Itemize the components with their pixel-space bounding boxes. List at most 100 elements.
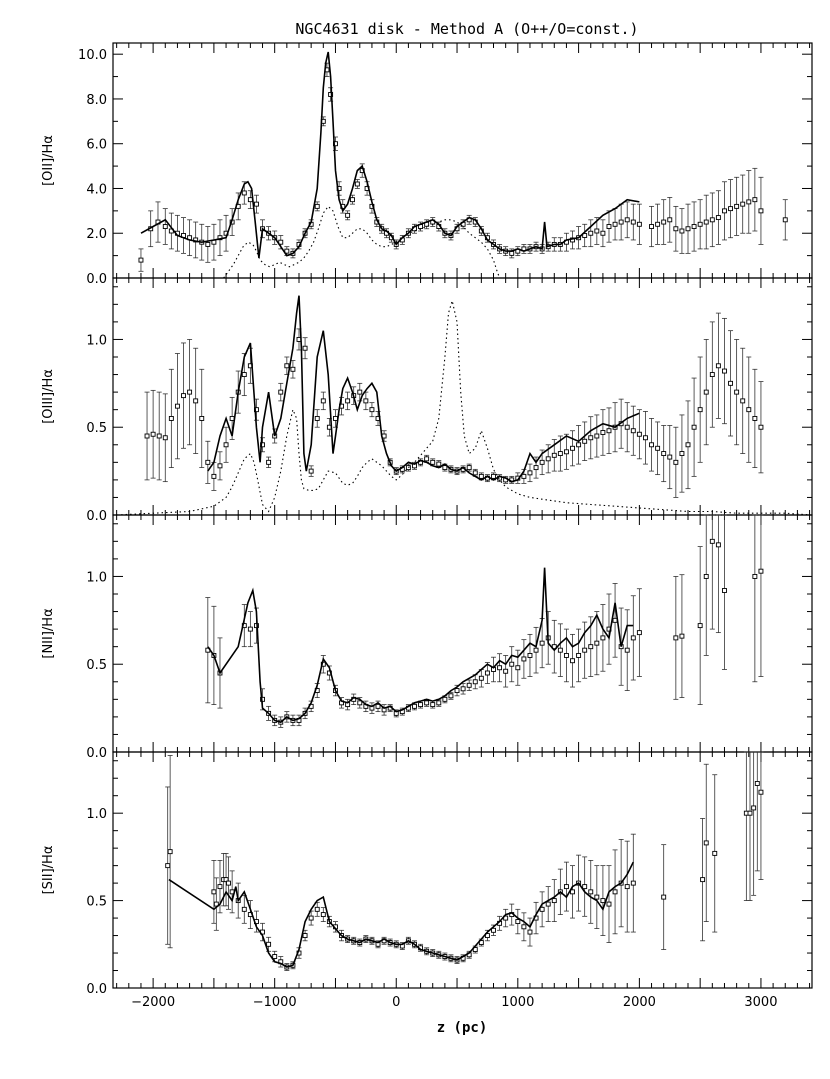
data-point: [636, 630, 642, 636]
data-point: [144, 433, 150, 439]
data-point: [484, 670, 490, 676]
data-point: [649, 224, 654, 229]
data-point: [472, 470, 478, 476]
chart-title: NGC4631 disk - Method A (O++/O=const.): [295, 20, 638, 38]
data-point: [333, 415, 338, 421]
data-point: [314, 415, 320, 421]
y-tick-label: 4.0: [86, 182, 107, 197]
data-point: [703, 219, 709, 225]
data-point: [703, 573, 709, 579]
data-point: [691, 424, 697, 430]
data-point: [460, 686, 466, 692]
data-point: [350, 197, 355, 203]
data-point: [278, 239, 284, 245]
data-point: [624, 217, 630, 223]
data-point: [606, 428, 612, 434]
data-point: [284, 363, 290, 369]
data-point: [448, 693, 454, 699]
data-point: [612, 221, 618, 227]
x-tick-label: 1000: [501, 995, 534, 1010]
data-point: [588, 230, 594, 236]
data-point: [588, 889, 594, 895]
data-point: [636, 431, 642, 437]
data-point: [165, 863, 171, 869]
data-point: [187, 389, 193, 395]
data-point: [746, 199, 752, 205]
data-point: [703, 389, 709, 395]
data-point: [241, 372, 247, 378]
data-point: [600, 430, 606, 435]
data-point: [521, 924, 527, 930]
data-point: [247, 626, 253, 632]
data-point: [703, 840, 709, 846]
data-point: [697, 221, 703, 227]
data-point: [442, 465, 448, 471]
data-point: [211, 889, 217, 895]
data-point: [594, 640, 600, 646]
data-point: [266, 459, 272, 465]
data-point: [162, 224, 168, 229]
data-point: [503, 668, 509, 674]
data-point: [752, 573, 758, 579]
data-point: [491, 927, 496, 933]
data-point: [715, 363, 721, 369]
data-point: [156, 433, 162, 439]
data-point: [570, 445, 575, 451]
data-point: [563, 652, 569, 658]
data-point: [782, 217, 788, 223]
data-point: [521, 656, 527, 662]
data-point: [661, 894, 667, 900]
data-point: [357, 700, 363, 706]
data-point: [226, 880, 231, 886]
data-point: [722, 208, 727, 214]
y-axis-label: [NII]/Hα: [41, 608, 56, 658]
data-point: [557, 451, 563, 457]
data-point: [624, 424, 630, 430]
data-point: [491, 473, 496, 479]
data-point: [509, 661, 515, 667]
data-point: [436, 700, 442, 706]
data-point: [728, 380, 734, 386]
data-point: [630, 880, 636, 886]
data-point: [247, 197, 253, 203]
y-tick-label: 6.0: [86, 138, 107, 153]
data-point: [643, 435, 648, 441]
data-point: [600, 898, 606, 904]
data-point: [167, 849, 173, 855]
data-point: [747, 810, 753, 816]
data-point: [284, 248, 290, 254]
data-point: [509, 250, 515, 256]
data-point: [630, 219, 636, 225]
y-axis-label: [OIII]/Hα: [41, 369, 56, 424]
data-point: [539, 906, 545, 912]
data-point: [655, 445, 661, 451]
data-point: [582, 233, 588, 238]
data-point: [649, 442, 654, 448]
data-point: [545, 901, 551, 907]
data-point: [478, 675, 484, 681]
data-point: [357, 389, 363, 395]
data-point: [754, 781, 760, 786]
data-point: [576, 442, 582, 448]
data-point: [302, 345, 308, 351]
data-point: [551, 452, 557, 458]
data-point: [722, 588, 727, 593]
data-point: [150, 431, 156, 437]
data-point: [375, 703, 381, 709]
data-point: [466, 465, 472, 471]
data-point: [217, 463, 223, 469]
data-point: [594, 228, 600, 234]
data-point: [278, 389, 284, 395]
x-tick-label: 2000: [623, 995, 656, 1010]
data-point: [715, 215, 721, 221]
data-point: [600, 230, 606, 236]
data-point: [430, 459, 436, 465]
data-point: [162, 435, 168, 441]
data-point: [606, 901, 612, 907]
data-point: [217, 884, 223, 890]
x-tick-label: 0: [392, 995, 400, 1010]
plot-layer: 0.0 2.0 4.0 6.0 8.0 10.0 [OII]/Hα 0.0 0.5 1.0 [OII…: [41, 42, 813, 1010]
data-point: [740, 201, 746, 207]
